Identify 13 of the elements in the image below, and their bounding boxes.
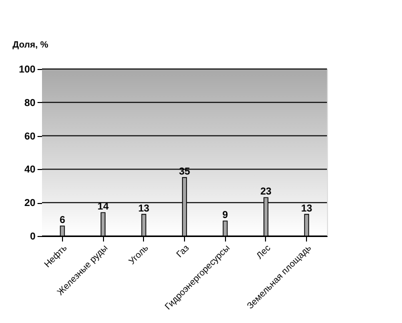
data-label: 13 [138, 203, 150, 214]
x-tick-label: Лес [254, 242, 273, 261]
data-label: 9 [222, 210, 228, 221]
y-tick-label: 40 [24, 164, 36, 176]
y-tick-label: 100 [18, 64, 36, 76]
y-tick-label: 60 [24, 131, 36, 142]
y-axis-title: Доля, % [12, 40, 48, 50]
y-tick-label: 80 [24, 98, 36, 109]
data-label: 6 [60, 214, 66, 226]
y-tick-label: 20 [24, 198, 36, 210]
data-label: 23 [260, 186, 272, 198]
y-tick-label: 0 [30, 232, 36, 242]
data-label: 13 [301, 203, 313, 214]
